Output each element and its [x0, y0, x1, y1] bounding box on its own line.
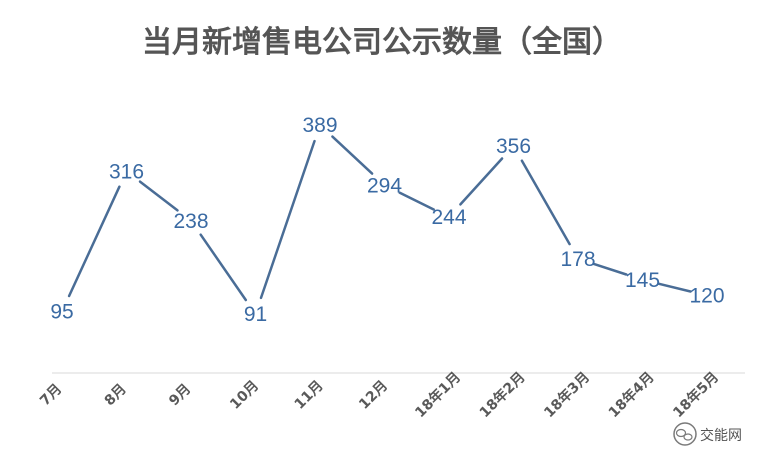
- series-segment-4: [259, 139, 316, 300]
- x-tick-label: 18年3月: [541, 369, 593, 421]
- watermark-text: 交能网: [700, 427, 742, 444]
- series-segment-3: [199, 233, 248, 302]
- x-tick-label: 18年1月: [412, 369, 464, 421]
- data-label: 91: [244, 303, 267, 326]
- data-label: 238: [173, 210, 208, 233]
- series-segment-9: [592, 262, 628, 276]
- series-segment-7: [459, 157, 504, 206]
- series-segment-6: [398, 191, 435, 211]
- data-label: 356: [496, 135, 531, 158]
- series-layer: [67, 135, 692, 302]
- series-segment-10: [657, 282, 692, 293]
- x-tick-label: 9月: [166, 381, 194, 409]
- data-label: 316: [109, 160, 144, 183]
- x-tick-label: 8月: [102, 381, 130, 409]
- x-tick-label: 18年2月: [476, 369, 528, 421]
- x-tick-label: 10月: [227, 378, 262, 413]
- x-tick-label: 18年5月: [670, 369, 722, 421]
- data-label: 120: [689, 285, 724, 308]
- data-label: 294: [367, 174, 402, 197]
- series-segment-5: [331, 135, 374, 175]
- series-segment-2: [138, 180, 179, 212]
- chart-title: 当月新增售电公司公示数量（全国）: [142, 25, 622, 60]
- data-label: 178: [560, 248, 595, 271]
- data-label: 244: [431, 206, 466, 229]
- x-tick-layer: 7月 8月 9月 10月 11月 12月 18年1月 18年2月 18年3月 18年4月 18年5月: [37, 369, 722, 421]
- x-tick-label: 11月: [292, 378, 327, 413]
- x-tick-label: 7月: [37, 381, 65, 409]
- data-label: 95: [50, 301, 73, 324]
- data-label: 389: [302, 114, 337, 137]
- data-label-layer: 95 316 238 91 389 294 244 356 178 145 120: [50, 114, 724, 326]
- wechat-icon: [673, 422, 697, 446]
- x-tick-label: 12月: [356, 378, 391, 413]
- x-tick-label: 18年4月: [605, 369, 657, 421]
- watermark: 交能网: [673, 422, 742, 446]
- data-label: 145: [625, 269, 660, 292]
- series-segment-8: [520, 159, 571, 246]
- series-segment-1: [67, 185, 121, 298]
